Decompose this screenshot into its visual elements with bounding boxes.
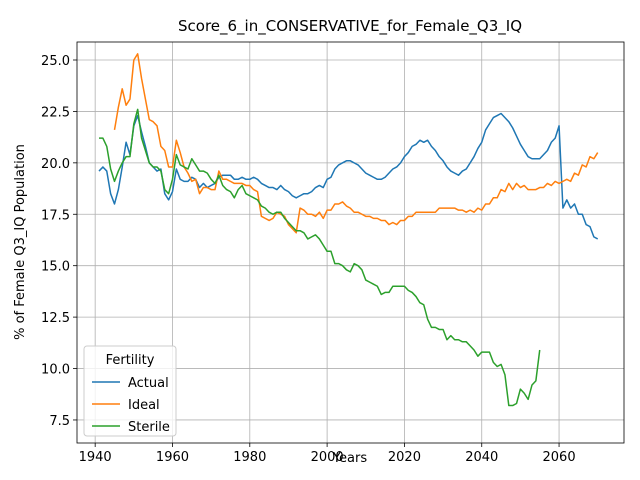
y-tick-label: 22.5 [41,105,70,120]
y-tick-label: 17.5 [41,208,70,223]
legend-title: Fertility [106,353,155,368]
x-tick-label: 2000 [311,450,344,465]
legend-label: Actual [128,376,169,391]
legend-label: Ideal [128,398,160,413]
y-tick-label: 12.5 [41,311,70,326]
plot-frame [76,41,625,444]
series-line [99,108,541,407]
y-tick-label: 15.0 [41,260,70,275]
series-line [98,112,599,240]
x-tick-label: 2040 [465,450,498,465]
x-tick-label: 1960 [156,450,189,465]
legend-label: Sterile [128,420,170,435]
x-tick-label: 2020 [388,450,421,465]
legend-box [83,345,177,437]
x-tick-label: 1940 [79,450,112,465]
y-tick-label: 20.0 [41,157,70,172]
y-tick-label: 7.5 [49,414,70,429]
y-tick-label: 10.0 [41,363,70,378]
chart-title: Score_6_in_CONSERVATIVE_for_Female_Q3_IQ [178,17,522,36]
x-tick-label: 1980 [233,450,266,465]
x-axis-label: Years [332,451,368,466]
x-tick-label: 2060 [543,450,576,465]
legend: Fertility Actual Ideal Sterile [83,345,177,437]
y-tick-label: 25.0 [41,54,70,69]
y-axis-label: % of Female Q3_IQ Population [13,144,28,340]
series-line [113,53,599,234]
